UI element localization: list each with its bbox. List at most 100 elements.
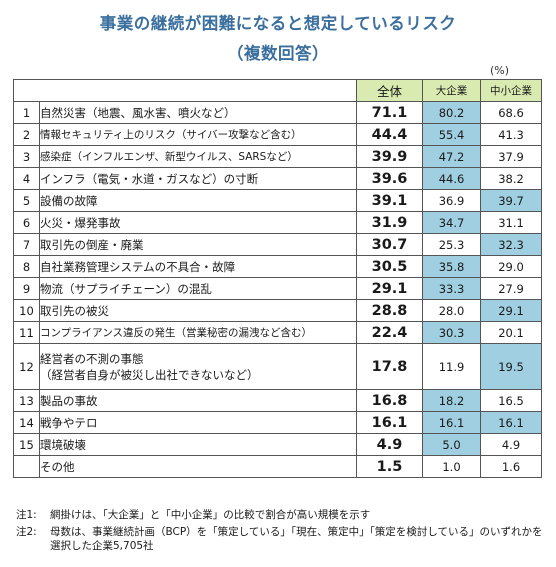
value-large: 5.0: [422, 433, 481, 456]
note-text: 母数は、事業継続計画（BCP）を「策定している」「現在、策定中」「策定を検討して…: [50, 526, 543, 552]
value-large: 1.0: [422, 455, 481, 478]
risk-item-label: 情報セキュリティ上のリスク（サイバー攻撃など含む）: [40, 129, 302, 141]
risk-item-label: 取引先の倒産・廃業: [40, 237, 144, 252]
value-all: 39.9: [356, 145, 423, 168]
risk-item-label: 経営者の不測の事態: [40, 351, 144, 366]
risk-item: 感染症（インフルエンザ、新型ウイルス、SARSなど）: [39, 145, 357, 168]
risk-item-label: インフラ（電気・水道・ガスなど）の寸断: [40, 171, 259, 186]
value-small: 1.6: [480, 455, 542, 478]
risk-item-label: 火災・爆発事故: [40, 215, 121, 230]
row-number: 4: [13, 167, 40, 190]
value-large: 35.8: [422, 255, 481, 278]
row-number: 12: [13, 343, 40, 390]
value-all: 16.1: [356, 411, 423, 434]
note-2: 注2: 母数は、事業継続計画（BCP）を「策定している」「現在、策定中」「策定を…: [16, 525, 546, 553]
risk-item: 製品の事故: [39, 389, 357, 412]
row-number: 1: [13, 101, 40, 124]
value-small: 27.9: [480, 277, 542, 300]
value-small: 20.1: [480, 321, 542, 344]
value-small: 16.1: [480, 411, 542, 434]
table-row: その他 1.5 1.0 1.6: [13, 455, 542, 478]
risk-item-label: その他: [40, 459, 75, 474]
table-row: 11 コンプライアンス違反の発生（営業秘密の漏洩など含む） 22.4 30.3 20.1: [13, 321, 542, 344]
table-row: 14 戦争やテロ 16.1 16.1 16.1: [13, 411, 542, 434]
table-row: 8 自社業務管理システムの不具合・故障 30.5 35.8 29.0: [13, 255, 542, 278]
value-small: 19.5: [480, 343, 542, 390]
value-small: 16.5: [480, 389, 542, 412]
table-row: 10 取引先の被災 28.8 28.0 29.1: [13, 299, 542, 322]
value-all: 4.9: [356, 433, 423, 456]
risk-item: 設備の故障: [39, 189, 357, 212]
row-number: 13: [13, 389, 40, 412]
row-number: [13, 455, 40, 478]
risk-item-sublabel: （経営者自身が被災し出社できないなど）: [40, 367, 259, 382]
risk-item: 自然災害（地震、風水害、噴火など）: [39, 101, 357, 124]
row-number: 9: [13, 277, 40, 300]
header-small: 中小企業: [480, 79, 542, 102]
value-small: 32.3: [480, 233, 542, 256]
row-number: 14: [13, 411, 40, 434]
row-number: 5: [13, 189, 40, 212]
value-small: 29.1: [480, 299, 542, 322]
value-small: 68.6: [480, 101, 542, 124]
value-small: 29.0: [480, 255, 542, 278]
table-row: 6 火災・爆発事故 31.9 34.7 31.1: [13, 211, 542, 234]
risk-item: 環境破壊: [39, 433, 357, 456]
risk-item-label: 自然災害（地震、風水害、噴火など）: [40, 105, 236, 120]
value-large: 28.0: [422, 299, 481, 322]
value-large: 30.3: [422, 321, 481, 344]
risk-item-label: 戦争やテロ: [40, 415, 98, 430]
row-number: 3: [13, 145, 40, 168]
value-all: 44.4: [356, 123, 423, 146]
value-large: 44.6: [422, 167, 481, 190]
table-row: 15 環境破壊 4.9 5.0 4.9: [13, 433, 542, 456]
value-small: 41.3: [480, 123, 542, 146]
table-row: 3 感染症（インフルエンザ、新型ウイルス、SARSなど） 39.9 47.2 37.9: [13, 145, 542, 168]
value-all: 31.9: [356, 211, 423, 234]
value-small: 39.7: [480, 189, 542, 212]
note-label: 注2:: [16, 526, 37, 538]
header-row: 全体 大企業 中小企業: [13, 79, 542, 102]
risk-item: 取引先の被災: [39, 299, 357, 322]
row-number: 8: [13, 255, 40, 278]
note-1: 注1: 網掛けは、「大企業」と「中小企業」の比較で割合が高い規模を示す: [16, 508, 546, 522]
risk-table: 全体 大企業 中小企業 1 自然災害（地震、風水害、噴火など） 71.1 80.2 68…: [13, 79, 542, 478]
table-row: 1 自然災害（地震、風水害、噴火など） 71.1 80.2 68.6: [13, 101, 542, 124]
row-number: 10: [13, 299, 40, 322]
value-small: 38.2: [480, 167, 542, 190]
risk-item: 情報セキュリティ上のリスク（サイバー攻撃など含む）: [39, 123, 357, 146]
risk-item: 自社業務管理システムの不具合・故障: [39, 255, 357, 278]
value-all: 22.4: [356, 321, 423, 344]
value-all: 71.1: [356, 101, 423, 124]
risk-item-label: 自社業務管理システムの不具合・故障: [40, 259, 236, 274]
risk-item: インフラ（電気・水道・ガスなど）の寸断: [39, 167, 357, 190]
chart-subtitle: （複数回答）: [227, 44, 329, 63]
risk-item-label: 環境破壊: [40, 437, 86, 452]
header-blank: [13, 79, 357, 102]
value-large: 80.2: [422, 101, 481, 124]
risk-item: 火災・爆発事故: [39, 211, 357, 234]
value-large: 18.2: [422, 389, 481, 412]
note-text: 網掛けは、「大企業」と「中小企業」の比較で割合が高い規模を示す: [50, 509, 371, 521]
row-number: 2: [13, 123, 40, 146]
chart-title: 事業の継続が困難になると想定しているリスク: [99, 14, 457, 33]
value-large: 47.2: [422, 145, 481, 168]
risk-item-label: コンプライアンス違反の発生（営業秘密の漏洩など含む）: [40, 327, 313, 339]
value-small: 31.1: [480, 211, 542, 234]
risk-item: 物流（サプライチェーン）の混乱: [39, 277, 357, 300]
value-all: 30.5: [356, 255, 423, 278]
table-row: 2 情報セキュリティ上のリスク（サイバー攻撃など含む） 44.4 55.4 41.3: [13, 123, 542, 146]
header-large: 大企業: [422, 79, 481, 102]
risk-item: 取引先の倒産・廃業: [39, 233, 357, 256]
value-all: 30.7: [356, 233, 423, 256]
table-row: 13 製品の事故 16.8 18.2 16.5: [13, 389, 542, 412]
note-label: 注1:: [16, 509, 37, 521]
value-large: 34.7: [422, 211, 481, 234]
value-all: 1.5: [356, 455, 423, 478]
row-number: 7: [13, 233, 40, 256]
value-all: 16.8: [356, 389, 423, 412]
value-large: 16.1: [422, 411, 481, 434]
risk-item-label: 感染症（インフルエンザ、新型ウイルス、SARSなど）: [40, 151, 298, 163]
table-row: 12 経営者の不測の事態 （経営者自身が被災し出社できないなど） 17.8 11.9 19…: [13, 343, 542, 390]
value-small: 37.9: [480, 145, 542, 168]
